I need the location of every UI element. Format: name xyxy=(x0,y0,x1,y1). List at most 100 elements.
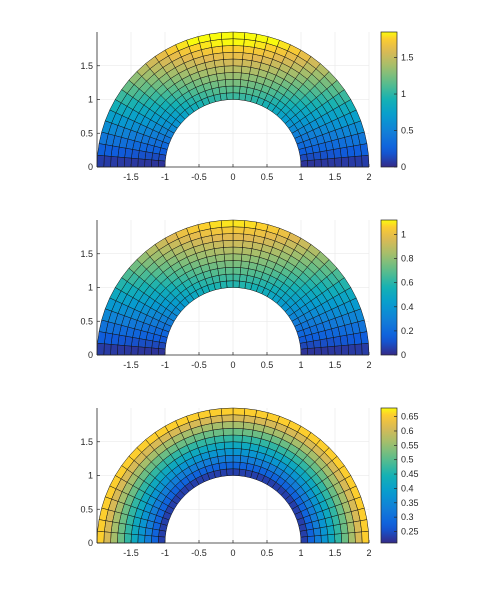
mesh-cell xyxy=(104,532,111,543)
mesh-cell xyxy=(104,344,111,355)
mesh-cell xyxy=(152,153,160,161)
mesh-cell xyxy=(233,73,241,80)
mesh-cell xyxy=(233,435,242,442)
mesh-cell xyxy=(224,254,233,261)
colorbar xyxy=(381,32,397,167)
mesh-cell xyxy=(308,160,315,167)
mesh-cell xyxy=(158,161,165,167)
mesh-cell xyxy=(341,533,348,543)
mesh-cell xyxy=(98,332,106,344)
mesh-cell xyxy=(138,347,145,355)
mesh-cell xyxy=(308,348,315,355)
mesh-cell xyxy=(233,93,240,100)
y-tick-label: 0.5 xyxy=(80,504,93,514)
mesh-cell xyxy=(233,462,240,469)
mesh-cell xyxy=(152,529,160,537)
mesh-cell xyxy=(239,93,246,101)
x-tick-label: 0.5 xyxy=(261,172,274,182)
y-tick-label: 1.5 xyxy=(80,437,93,447)
x-tick-label: -1.5 xyxy=(123,360,139,370)
mesh-cell xyxy=(224,59,233,66)
mesh-cell xyxy=(222,46,233,53)
x-tick-label: -0.5 xyxy=(191,172,207,182)
mesh-cell xyxy=(151,348,158,355)
mesh-cell xyxy=(233,415,244,422)
x-tick-label: 2 xyxy=(366,548,371,558)
mesh-cell xyxy=(221,32,233,39)
mesh-cell xyxy=(158,154,166,161)
mesh-cell xyxy=(314,159,321,167)
mesh-cell xyxy=(233,281,240,288)
mesh-cell xyxy=(218,80,226,88)
mesh-cell xyxy=(221,408,233,415)
mesh-cell xyxy=(233,240,243,247)
mesh-cell xyxy=(152,341,160,349)
y-tick-label: 1.5 xyxy=(80,249,93,259)
mesh-cell xyxy=(124,346,131,355)
mesh-cell xyxy=(145,159,152,167)
mesh-cell xyxy=(360,332,368,344)
mesh-cell xyxy=(320,339,328,348)
x-tick-label: 2 xyxy=(366,360,371,370)
mesh-cell xyxy=(233,79,241,86)
mesh-cell xyxy=(225,267,233,274)
x-tick-label: 1.5 xyxy=(329,360,342,370)
mesh-cell xyxy=(222,234,233,241)
mesh-cell xyxy=(138,535,145,543)
mesh-cell xyxy=(233,220,245,227)
mesh-cell xyxy=(240,456,248,464)
mesh-cell xyxy=(233,86,240,93)
mesh-cell xyxy=(314,535,321,543)
mesh-cell xyxy=(158,349,165,355)
mesh-cell xyxy=(233,261,241,268)
mesh-cell xyxy=(239,281,246,289)
colorbar-tick-label: 1.5 xyxy=(401,53,414,63)
mesh-cell xyxy=(328,346,335,355)
x-tick-label: 0 xyxy=(230,172,235,182)
mesh-cell xyxy=(233,408,245,415)
x-tick-label: 1.5 xyxy=(329,548,342,558)
mesh-cell xyxy=(233,227,244,234)
y-tick-label: 0 xyxy=(88,162,93,172)
mesh-cell xyxy=(226,469,233,476)
colorbar-tick-label: 0.5 xyxy=(401,126,414,136)
x-tick-label: 1 xyxy=(298,172,303,182)
mesh-cell xyxy=(138,527,146,536)
mesh-cell xyxy=(328,534,335,543)
mesh-cell xyxy=(124,158,131,167)
mesh-cell xyxy=(348,344,355,355)
mesh-cell xyxy=(233,59,242,66)
mesh-cell xyxy=(244,409,256,417)
mesh-cell xyxy=(224,435,233,442)
mesh-cell xyxy=(233,32,245,39)
mesh-cell xyxy=(348,532,355,543)
mesh-cell xyxy=(158,537,165,543)
y-tick-label: 0.5 xyxy=(80,316,93,326)
mesh-cell xyxy=(222,227,233,234)
mesh-cell xyxy=(226,462,233,469)
mesh-cell xyxy=(222,39,233,46)
mesh-cell xyxy=(226,281,233,288)
x-tick-label: 1.5 xyxy=(329,172,342,182)
colorbar-tick-label: 0.6 xyxy=(401,278,414,288)
x-tick-label: 1 xyxy=(298,360,303,370)
colorbar-tick-label: 0 xyxy=(401,350,406,360)
colorbar-tick-label: 1 xyxy=(401,89,406,99)
mesh-cell xyxy=(145,535,152,543)
mesh-cell xyxy=(151,160,158,167)
mesh-cell xyxy=(218,268,226,276)
x-tick-label: 0 xyxy=(230,548,235,558)
mesh-cell xyxy=(226,274,233,281)
mesh-cell xyxy=(233,449,241,456)
mesh-cell xyxy=(314,347,321,355)
mesh-cell xyxy=(98,520,106,532)
mesh-cell xyxy=(209,409,221,417)
mesh-cell xyxy=(313,528,321,536)
mesh-cell xyxy=(223,428,233,435)
mesh-cell xyxy=(131,534,138,543)
mesh-cell xyxy=(222,415,233,422)
mesh-cell xyxy=(138,151,146,160)
mesh-cell xyxy=(131,158,138,167)
mesh-cell xyxy=(145,152,153,160)
mesh-cell xyxy=(239,469,246,477)
